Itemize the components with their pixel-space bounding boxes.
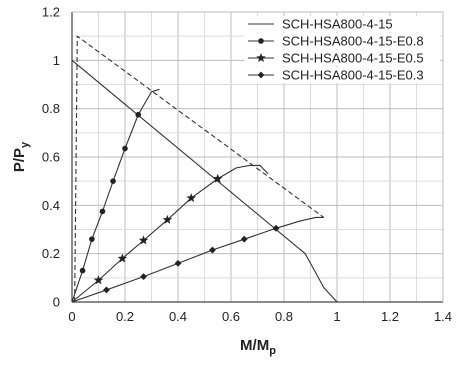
- series-marker-circle: [110, 178, 116, 184]
- legend-label: SCH-HSA800-4-15-E0.3: [282, 68, 424, 83]
- series-marker-star: [93, 275, 104, 285]
- legend-entry: SCH-HSA800-4-15: [244, 16, 440, 32]
- legend-entry-background: [244, 33, 440, 49]
- x-axis-label: M/Mp: [240, 337, 276, 357]
- series-4: [71, 216, 324, 303]
- series-line: [71, 59, 338, 303]
- x-tick-label: 0.8: [275, 309, 293, 324]
- x-tick-label: 0.6: [222, 309, 240, 324]
- x-axis-label-subscript: p: [269, 345, 276, 357]
- x-tick-label: 1.4: [434, 309, 452, 324]
- series-marker-circle: [122, 145, 128, 152]
- legend-entry-background: [244, 67, 440, 83]
- y-axis-label-subscript: y: [19, 141, 31, 148]
- series-layer: [71, 35, 338, 303]
- series-marker-circle: [99, 208, 106, 215]
- series-marker-star: [212, 173, 223, 183]
- legend-entry-background: [244, 16, 440, 32]
- legend-swatch-marker: [256, 53, 266, 63]
- x-tick-label: 0.2: [116, 309, 134, 324]
- dashed-envelope-line: [74, 35, 325, 303]
- y-tick-label: 0.6: [42, 150, 60, 165]
- legend-entry: SCH-HSA800-4-15-E0.5: [244, 50, 440, 66]
- y-tick-label: 1.2: [42, 5, 60, 20]
- y-tick-label: 1: [53, 53, 60, 68]
- y-tick-label: 0.4: [42, 198, 60, 213]
- series-marker-star: [162, 214, 173, 224]
- legend-label: SCH-HSA800-4-15: [282, 17, 393, 32]
- series-line: [71, 216, 324, 303]
- legend-entry: SCH-HSA800-4-15-E0.3: [244, 67, 440, 83]
- tick-labels: 0 0.2 0.4 0.6 0.8 1 1.2 1.4 0 0.2 0.4 0.6 0.8 1 1.2: [42, 5, 452, 325]
- series-marker-circle: [89, 236, 95, 242]
- y-axis-label: P/Py: [11, 141, 31, 172]
- legend-label: SCH-HSA800-4-15-E0.5: [282, 51, 424, 66]
- series-2: [71, 88, 160, 303]
- series-marker-diamond: [103, 286, 110, 294]
- series-marker-star: [138, 235, 149, 245]
- x-tick-label: 0.4: [169, 309, 187, 324]
- legend-swatch-marker: [258, 38, 264, 44]
- legend-label: SCH-HSA800-4-15-E0.8: [282, 34, 424, 49]
- series-marker-diamond: [140, 273, 147, 281]
- x-tick-label: 1: [333, 309, 340, 324]
- series-marker-diamond: [272, 224, 280, 232]
- legend-entry: SCH-HSA800-4-15-E0.8: [244, 33, 440, 49]
- y-tick-label: 0.8: [42, 101, 60, 116]
- legend-swatch-marker: [257, 71, 265, 79]
- series-1: [71, 59, 338, 303]
- series-marker-circle: [79, 267, 86, 274]
- x-tick-label: 1.2: [381, 309, 399, 324]
- y-tick-label: 0: [53, 295, 60, 310]
- series-marker-diamond: [240, 235, 248, 243]
- series-marker-diamond: [209, 246, 216, 254]
- series-5: [74, 35, 325, 303]
- legend: SCH-HSA800-4-15 SCH-HSA800-4-15-E0.8 SCH-H…: [244, 16, 440, 83]
- series-marker-star: [186, 193, 197, 203]
- y-tick-label: 0.2: [42, 246, 60, 261]
- series-marker-star: [117, 253, 128, 263]
- series-marker-diamond: [174, 259, 182, 267]
- x-tick-label: 0: [68, 309, 75, 324]
- series-marker-circle: [135, 111, 142, 118]
- legend-entry-background: [244, 50, 440, 66]
